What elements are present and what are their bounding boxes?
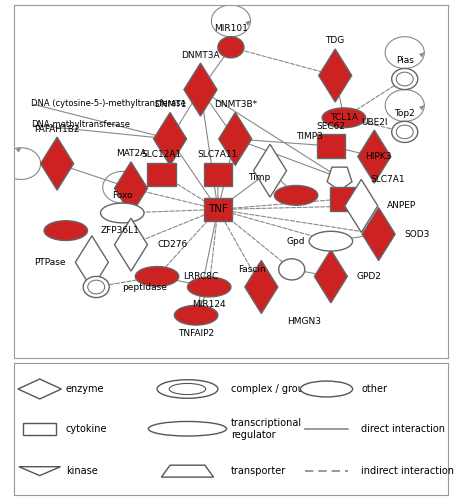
Text: TNFAIP2: TNFAIP2	[178, 328, 214, 338]
Bar	[317, 134, 345, 158]
Text: DNMT1: DNMT1	[154, 100, 187, 109]
Polygon shape	[253, 144, 287, 197]
Text: UBE2I: UBE2I	[361, 118, 388, 126]
Circle shape	[392, 122, 418, 142]
Text: DNMT3A: DNMT3A	[181, 50, 220, 59]
Polygon shape	[18, 379, 61, 399]
Bar	[147, 162, 176, 186]
Text: Pias: Pias	[396, 56, 414, 65]
Ellipse shape	[101, 203, 144, 223]
Text: DNA-methyltransferase: DNA-methyltransferase	[31, 120, 130, 130]
Polygon shape	[154, 112, 187, 166]
Ellipse shape	[174, 306, 218, 325]
Polygon shape	[327, 167, 352, 191]
Polygon shape	[162, 465, 213, 477]
Text: DNMT3B*: DNMT3B*	[214, 100, 257, 109]
Polygon shape	[358, 130, 391, 183]
Text: Top2: Top2	[394, 109, 415, 118]
Text: SLC7A1: SLC7A1	[370, 174, 404, 184]
Text: kinase: kinase	[66, 466, 97, 476]
Text: GPD2: GPD2	[357, 272, 382, 281]
Text: complex / group: complex / group	[231, 384, 310, 394]
Polygon shape	[362, 208, 395, 260]
Bar	[203, 198, 232, 221]
Text: MIR101: MIR101	[214, 24, 248, 33]
Text: HIPK3: HIPK3	[366, 152, 392, 161]
Text: Fascin: Fascin	[238, 265, 266, 274]
Polygon shape	[19, 466, 61, 475]
Bar	[23, 422, 56, 435]
Text: CD276: CD276	[157, 240, 187, 249]
Polygon shape	[40, 137, 74, 190]
Bar	[329, 187, 358, 210]
Polygon shape	[345, 180, 378, 233]
Ellipse shape	[187, 277, 231, 297]
Text: Foxo: Foxo	[112, 190, 132, 200]
Text: other: other	[361, 384, 387, 394]
Text: SLC12A1: SLC12A1	[141, 150, 182, 159]
Text: MIR124: MIR124	[192, 300, 226, 310]
Polygon shape	[76, 236, 108, 289]
Text: HMGN3: HMGN3	[288, 317, 321, 326]
Text: Timp: Timp	[248, 173, 270, 182]
Circle shape	[392, 68, 418, 89]
Text: peptidase: peptidase	[122, 282, 167, 292]
Text: TNF: TNF	[208, 204, 228, 214]
Circle shape	[169, 384, 206, 394]
Text: direct interaction: direct interaction	[361, 424, 445, 434]
Text: PTPase: PTPase	[34, 258, 66, 267]
Text: Gpd: Gpd	[286, 236, 305, 246]
Text: SLC7A11: SLC7A11	[197, 150, 238, 159]
Text: indirect interaction: indirect interaction	[361, 466, 454, 476]
Text: ANPEP: ANPEP	[387, 202, 417, 210]
Circle shape	[83, 276, 109, 297]
Circle shape	[157, 380, 218, 398]
Text: cytokine: cytokine	[66, 424, 107, 434]
Text: transcriptional
regulator: transcriptional regulator	[231, 418, 302, 440]
Ellipse shape	[274, 186, 318, 205]
Ellipse shape	[135, 266, 179, 286]
Circle shape	[396, 72, 413, 86]
Text: TCL1A: TCL1A	[330, 114, 358, 122]
Ellipse shape	[322, 108, 366, 128]
Text: DNA (cytosine-5-)-methyltransferase: DNA (cytosine-5-)-methyltransferase	[31, 99, 186, 108]
Text: TIMP3: TIMP3	[296, 132, 323, 140]
Circle shape	[218, 36, 244, 58]
Text: PAFAH1B2: PAFAH1B2	[35, 124, 80, 134]
Circle shape	[300, 381, 353, 397]
Polygon shape	[245, 260, 278, 314]
Polygon shape	[115, 218, 147, 271]
Text: enzyme: enzyme	[66, 384, 104, 394]
Ellipse shape	[44, 220, 87, 240]
Ellipse shape	[148, 422, 227, 436]
Text: MAT2A: MAT2A	[116, 150, 146, 158]
Text: SOD3: SOD3	[405, 230, 430, 238]
Polygon shape	[314, 250, 347, 303]
Circle shape	[279, 259, 305, 280]
Circle shape	[88, 280, 105, 294]
Text: ZFP36L1: ZFP36L1	[101, 226, 139, 235]
Polygon shape	[219, 112, 252, 166]
Ellipse shape	[309, 232, 353, 251]
Text: transporter: transporter	[231, 466, 286, 476]
Circle shape	[396, 125, 413, 139]
Text: LRRC8C: LRRC8C	[183, 272, 218, 281]
Polygon shape	[184, 63, 217, 116]
Polygon shape	[115, 162, 147, 215]
Bar	[203, 162, 232, 186]
Text: SEC62: SEC62	[316, 122, 345, 131]
Polygon shape	[318, 49, 352, 102]
Text: TDG: TDG	[326, 36, 345, 46]
